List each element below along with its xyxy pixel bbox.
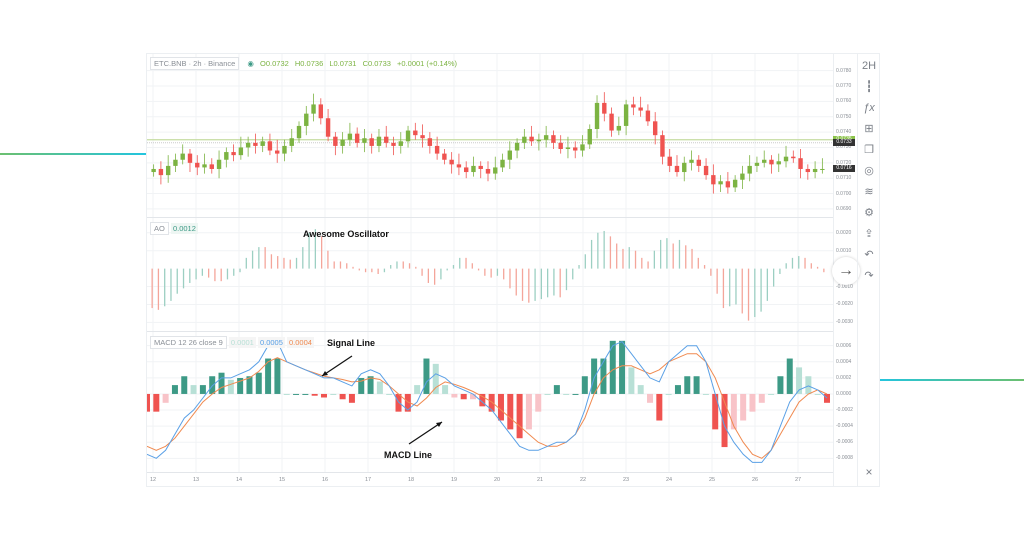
- ohlc-close: C0.0733: [362, 59, 391, 68]
- layers-icon[interactable]: ≋: [864, 186, 874, 198]
- y-tick-label: 0.0690: [836, 205, 852, 212]
- y-tick-label: 0.0010: [836, 247, 852, 254]
- pane-separator[interactable]: [147, 217, 833, 218]
- y-tick-label: -0.0030: [836, 319, 853, 326]
- y-tick-label: -0.0002: [836, 407, 853, 414]
- ao-annotation: Awesome Oscillator: [303, 229, 389, 239]
- x-tick-label: 12: [150, 477, 157, 483]
- right-toolbar: 2H ┇ ƒx ⊞ ❐ ◎ ≋ ⚙ ⇪ ↶ ↷ ×: [857, 54, 880, 486]
- x-tick-label: 26: [752, 477, 759, 483]
- ao-label[interactable]: AO: [150, 222, 169, 235]
- y-tick-label: 0.0750: [836, 113, 852, 120]
- candles-icon[interactable]: ┇: [865, 81, 873, 93]
- undo-icon[interactable]: ↶: [864, 249, 874, 261]
- share-icon[interactable]: ⇪: [864, 228, 874, 240]
- decorative-line-left: [0, 153, 147, 155]
- live-dot-icon: ◉: [247, 59, 254, 68]
- y-tick-label: 0.0002: [836, 374, 852, 381]
- x-tick-label: 23: [623, 477, 630, 483]
- y-tick-label: 0.0710: [836, 175, 852, 182]
- y-tick-label: 0.0730: [836, 144, 852, 151]
- x-tick-label: 17: [365, 477, 372, 483]
- x-tick-label: 25: [709, 477, 716, 483]
- y-tick-label: -0.0004: [836, 423, 853, 430]
- y-tick-label: 0.0720: [836, 159, 852, 166]
- ohlc-change: +0.0001 (+0.14%): [397, 59, 458, 68]
- main-legend: ETC.BNB · 2h · Binance ◉ O0.0732 H0.0736…: [150, 57, 459, 70]
- eye-icon[interactable]: ◎: [864, 165, 874, 177]
- y-tick-label: 0.0004: [836, 358, 852, 365]
- arrow-right-icon: →: [838, 262, 854, 279]
- y-tick-label: 0.0740: [836, 129, 852, 136]
- macd-value: 0.0005: [257, 337, 285, 348]
- x-tick-label: 20: [494, 477, 501, 483]
- x-tick-label: 21: [537, 477, 544, 483]
- y-tick-label: -0.0008: [836, 455, 853, 462]
- y-tick-label: 0.0020: [836, 229, 852, 236]
- x-tick-label: 27: [795, 477, 802, 483]
- price-tag: 0.0716: [833, 165, 855, 173]
- y-tick-label: 0.0780: [836, 67, 852, 74]
- signal-line-annotation: Signal Line: [327, 338, 376, 348]
- y-tick-label: 0.0770: [836, 82, 852, 89]
- symbol-label[interactable]: ETC.BNB · 2h · Binance: [150, 57, 240, 70]
- redo-icon[interactable]: ↷: [864, 270, 874, 282]
- y-tick-label: 0.0006: [836, 342, 852, 349]
- y-tick-label: 0.0760: [836, 98, 852, 105]
- compare-icon[interactable]: ⊞: [864, 123, 874, 135]
- macd-label[interactable]: MACD 12 26 close 9: [150, 336, 227, 349]
- x-tick-label: 13: [193, 477, 200, 483]
- macd-hist-value: 0.0001: [228, 337, 256, 348]
- x-tick-label: 14: [236, 477, 243, 483]
- time-axis-separator: [147, 472, 833, 473]
- decorative-line-right: [877, 379, 1024, 381]
- x-tick-label: 15: [279, 477, 286, 483]
- ao-value: 0.0012: [170, 223, 198, 234]
- ao-legend: AO 0.0012: [150, 222, 198, 235]
- x-tick-label: 19: [451, 477, 458, 483]
- ohlc-high: H0.0736: [294, 59, 324, 68]
- snapshot-icon[interactable]: ❐: [864, 144, 874, 156]
- x-tick-label: 16: [322, 477, 329, 483]
- pane-separator[interactable]: [147, 331, 833, 332]
- macd-legend: MACD 12 26 close 9 0.0001 0.0005 0.0004: [150, 336, 314, 349]
- y-tick-label: 0.0000: [836, 390, 852, 397]
- x-tick-label: 18: [408, 477, 415, 483]
- signal-value: 0.0004: [286, 337, 314, 348]
- close-icon[interactable]: ×: [865, 465, 873, 479]
- chart-canvas[interactable]: [147, 54, 833, 486]
- ohlc-low: L0.0731: [329, 59, 357, 68]
- y-tick-label: -0.0006: [836, 439, 853, 446]
- y-tick-label: -0.0020: [836, 301, 853, 308]
- x-tick-label: 22: [580, 477, 587, 483]
- price-tag: 0.0733: [833, 139, 855, 147]
- scroll-to-realtime-button[interactable]: →: [832, 257, 860, 285]
- y-tick-label: 0.0700: [836, 190, 852, 197]
- x-tick-label: 24: [666, 477, 673, 483]
- gear-icon[interactable]: ⚙: [864, 207, 874, 219]
- interval-button[interactable]: 2H: [861, 60, 877, 72]
- chart-widget: 0.0780 0.0770 0.0760 0.0750 0.0740 0.0730 0.07…: [146, 53, 880, 487]
- fx-icon[interactable]: ƒx: [863, 102, 875, 114]
- plot-area[interactable]: [147, 54, 833, 486]
- ohlc-open: O0.0732: [260, 59, 289, 68]
- y-tick-label: -0.0010: [836, 283, 853, 290]
- macd-line-annotation: MACD Line: [384, 450, 432, 460]
